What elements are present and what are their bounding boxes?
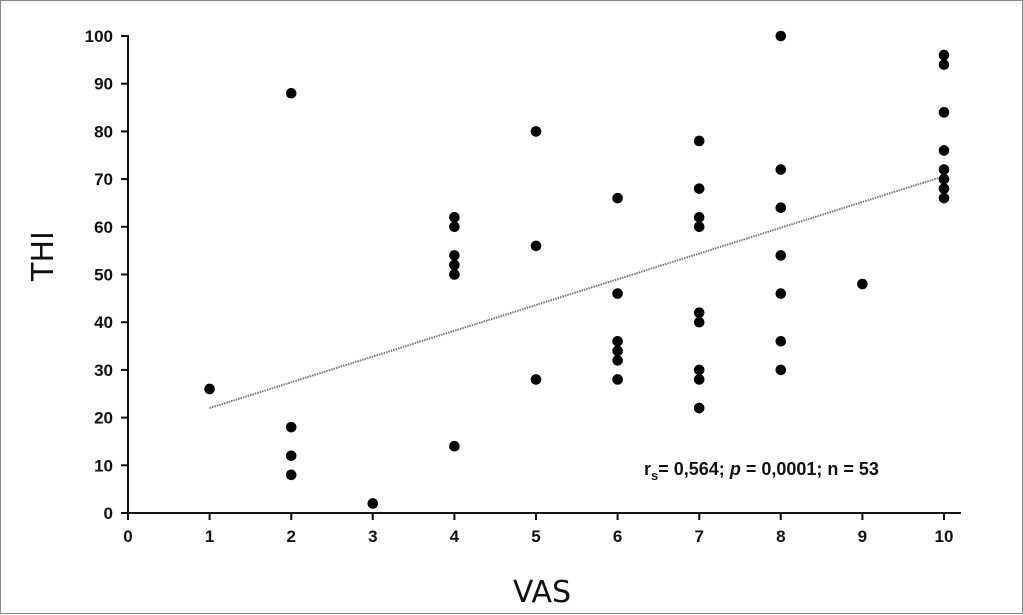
x-tick-label: 9 <box>858 527 867 546</box>
x-tick-label: 10 <box>935 527 954 546</box>
data-point <box>693 316 705 328</box>
data-point <box>693 402 705 414</box>
x-axis-label: VAS <box>513 575 571 610</box>
data-point <box>612 192 623 204</box>
data-point <box>204 383 215 395</box>
data-point <box>449 269 460 280</box>
y-tick-label: 30 <box>94 361 113 380</box>
data-point <box>938 49 950 61</box>
y-tick-label: 80 <box>94 122 113 141</box>
data-point <box>285 450 297 462</box>
data-point <box>367 498 379 509</box>
y-tick-label: 70 <box>94 170 113 189</box>
data-point <box>285 421 297 433</box>
x-tick-label: 6 <box>613 527 622 546</box>
y-tick-label: 60 <box>94 218 113 237</box>
data-point <box>612 374 623 385</box>
data-point <box>938 183 950 194</box>
data-point <box>693 307 705 318</box>
data-point <box>612 355 623 366</box>
x-tick-label: 0 <box>123 527 132 546</box>
y-tick-label: 50 <box>94 266 113 285</box>
stats-annotation: rs= 0,564; p = 0,0001; n = 53 <box>644 459 879 483</box>
y-tick-label: 90 <box>94 75 113 94</box>
x-tick-label: 7 <box>694 527 703 546</box>
data-point <box>775 30 787 42</box>
data-point <box>693 211 705 223</box>
data-point <box>775 250 787 261</box>
data-point <box>775 202 787 214</box>
x-tick-label: 1 <box>205 527 214 546</box>
data-point <box>693 221 705 233</box>
data-point <box>449 440 460 452</box>
data-point <box>530 240 542 252</box>
x-tick-label: 8 <box>776 527 785 546</box>
x-tick-label: 2 <box>286 527 295 546</box>
y-tick-label: 20 <box>94 409 113 428</box>
data-point <box>612 345 623 357</box>
y-axis-label: THI <box>26 231 61 282</box>
data-point <box>530 374 542 385</box>
data-point <box>857 278 868 290</box>
data-point <box>693 364 705 376</box>
data-point <box>285 87 297 99</box>
y-tick-label: 10 <box>94 456 113 475</box>
trendline <box>209 175 945 410</box>
data-point <box>775 164 787 175</box>
data-point <box>775 335 787 347</box>
data-point <box>449 259 460 271</box>
data-point <box>693 183 705 194</box>
data-point <box>938 145 950 156</box>
data-point <box>612 335 623 347</box>
x-tick-label: 3 <box>368 527 377 546</box>
data-point <box>612 288 623 299</box>
data-point <box>693 374 705 385</box>
x-tick-label: 4 <box>450 527 460 546</box>
x-tick-label: 5 <box>531 527 540 546</box>
data-point <box>530 126 542 137</box>
data-point <box>938 59 950 70</box>
data-point <box>449 250 460 261</box>
y-tick-label: 0 <box>104 504 113 523</box>
data-point <box>285 469 297 481</box>
data-point <box>775 288 787 299</box>
y-tick-label: 100 <box>85 27 113 46</box>
y-tick-label: 40 <box>94 313 113 332</box>
data-point <box>449 221 460 233</box>
data-point <box>938 173 950 185</box>
data-point <box>449 211 460 223</box>
data-point <box>693 135 705 147</box>
data-point <box>938 192 950 204</box>
data-point <box>775 364 787 376</box>
data-point <box>938 164 950 175</box>
data-point <box>938 107 950 118</box>
